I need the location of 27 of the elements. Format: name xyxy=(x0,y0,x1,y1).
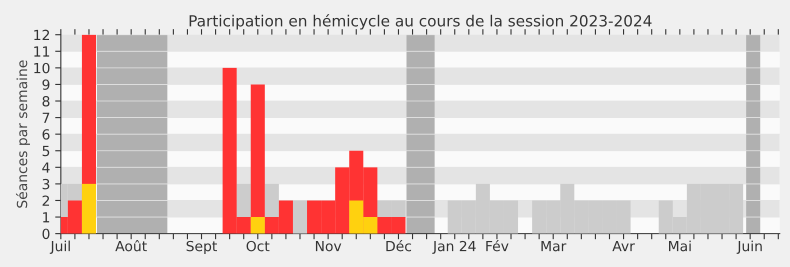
y-tick-label: 12 xyxy=(34,30,50,40)
y-tick-label: 7 xyxy=(42,112,50,123)
y-tick-label: 11 xyxy=(34,46,50,57)
y-tick-label: 0 xyxy=(42,228,50,240)
y-axis-title: Séances par semaine xyxy=(16,60,30,208)
x-tick-label: Août xyxy=(115,240,147,252)
y-tick-label: 4 xyxy=(42,162,50,173)
x-tick-label: Mar xyxy=(541,240,566,252)
y-tick-label: 8 xyxy=(42,96,50,106)
x-tick-label: Fév xyxy=(486,240,509,252)
y-tick-label: 9 xyxy=(42,79,50,90)
y-tick-label: 2 xyxy=(42,195,50,206)
x-tick-label: Sept xyxy=(186,240,217,254)
y-tick-label: 1 xyxy=(43,212,50,222)
y-tick-label: 10 xyxy=(34,62,50,74)
x-tick-label: Jan 24 xyxy=(432,240,476,254)
chart-title: Participation en hémicycle au cours de la session 2023-2024 xyxy=(190,14,652,30)
x-tick-label: Avr xyxy=(612,240,635,252)
x-tick-label: Mai xyxy=(669,240,691,252)
y-tick-label: 5 xyxy=(42,146,50,156)
y-tick-label: 6 xyxy=(42,129,50,140)
x-tick-label: Juil xyxy=(50,240,70,254)
y-tick-label: 3 xyxy=(42,178,50,190)
x-tick-label: Oct xyxy=(246,240,270,252)
x-tick-label: Nov xyxy=(316,240,342,252)
x-tick-label: Juin xyxy=(736,240,762,254)
x-tick-label: Déc xyxy=(386,240,412,252)
